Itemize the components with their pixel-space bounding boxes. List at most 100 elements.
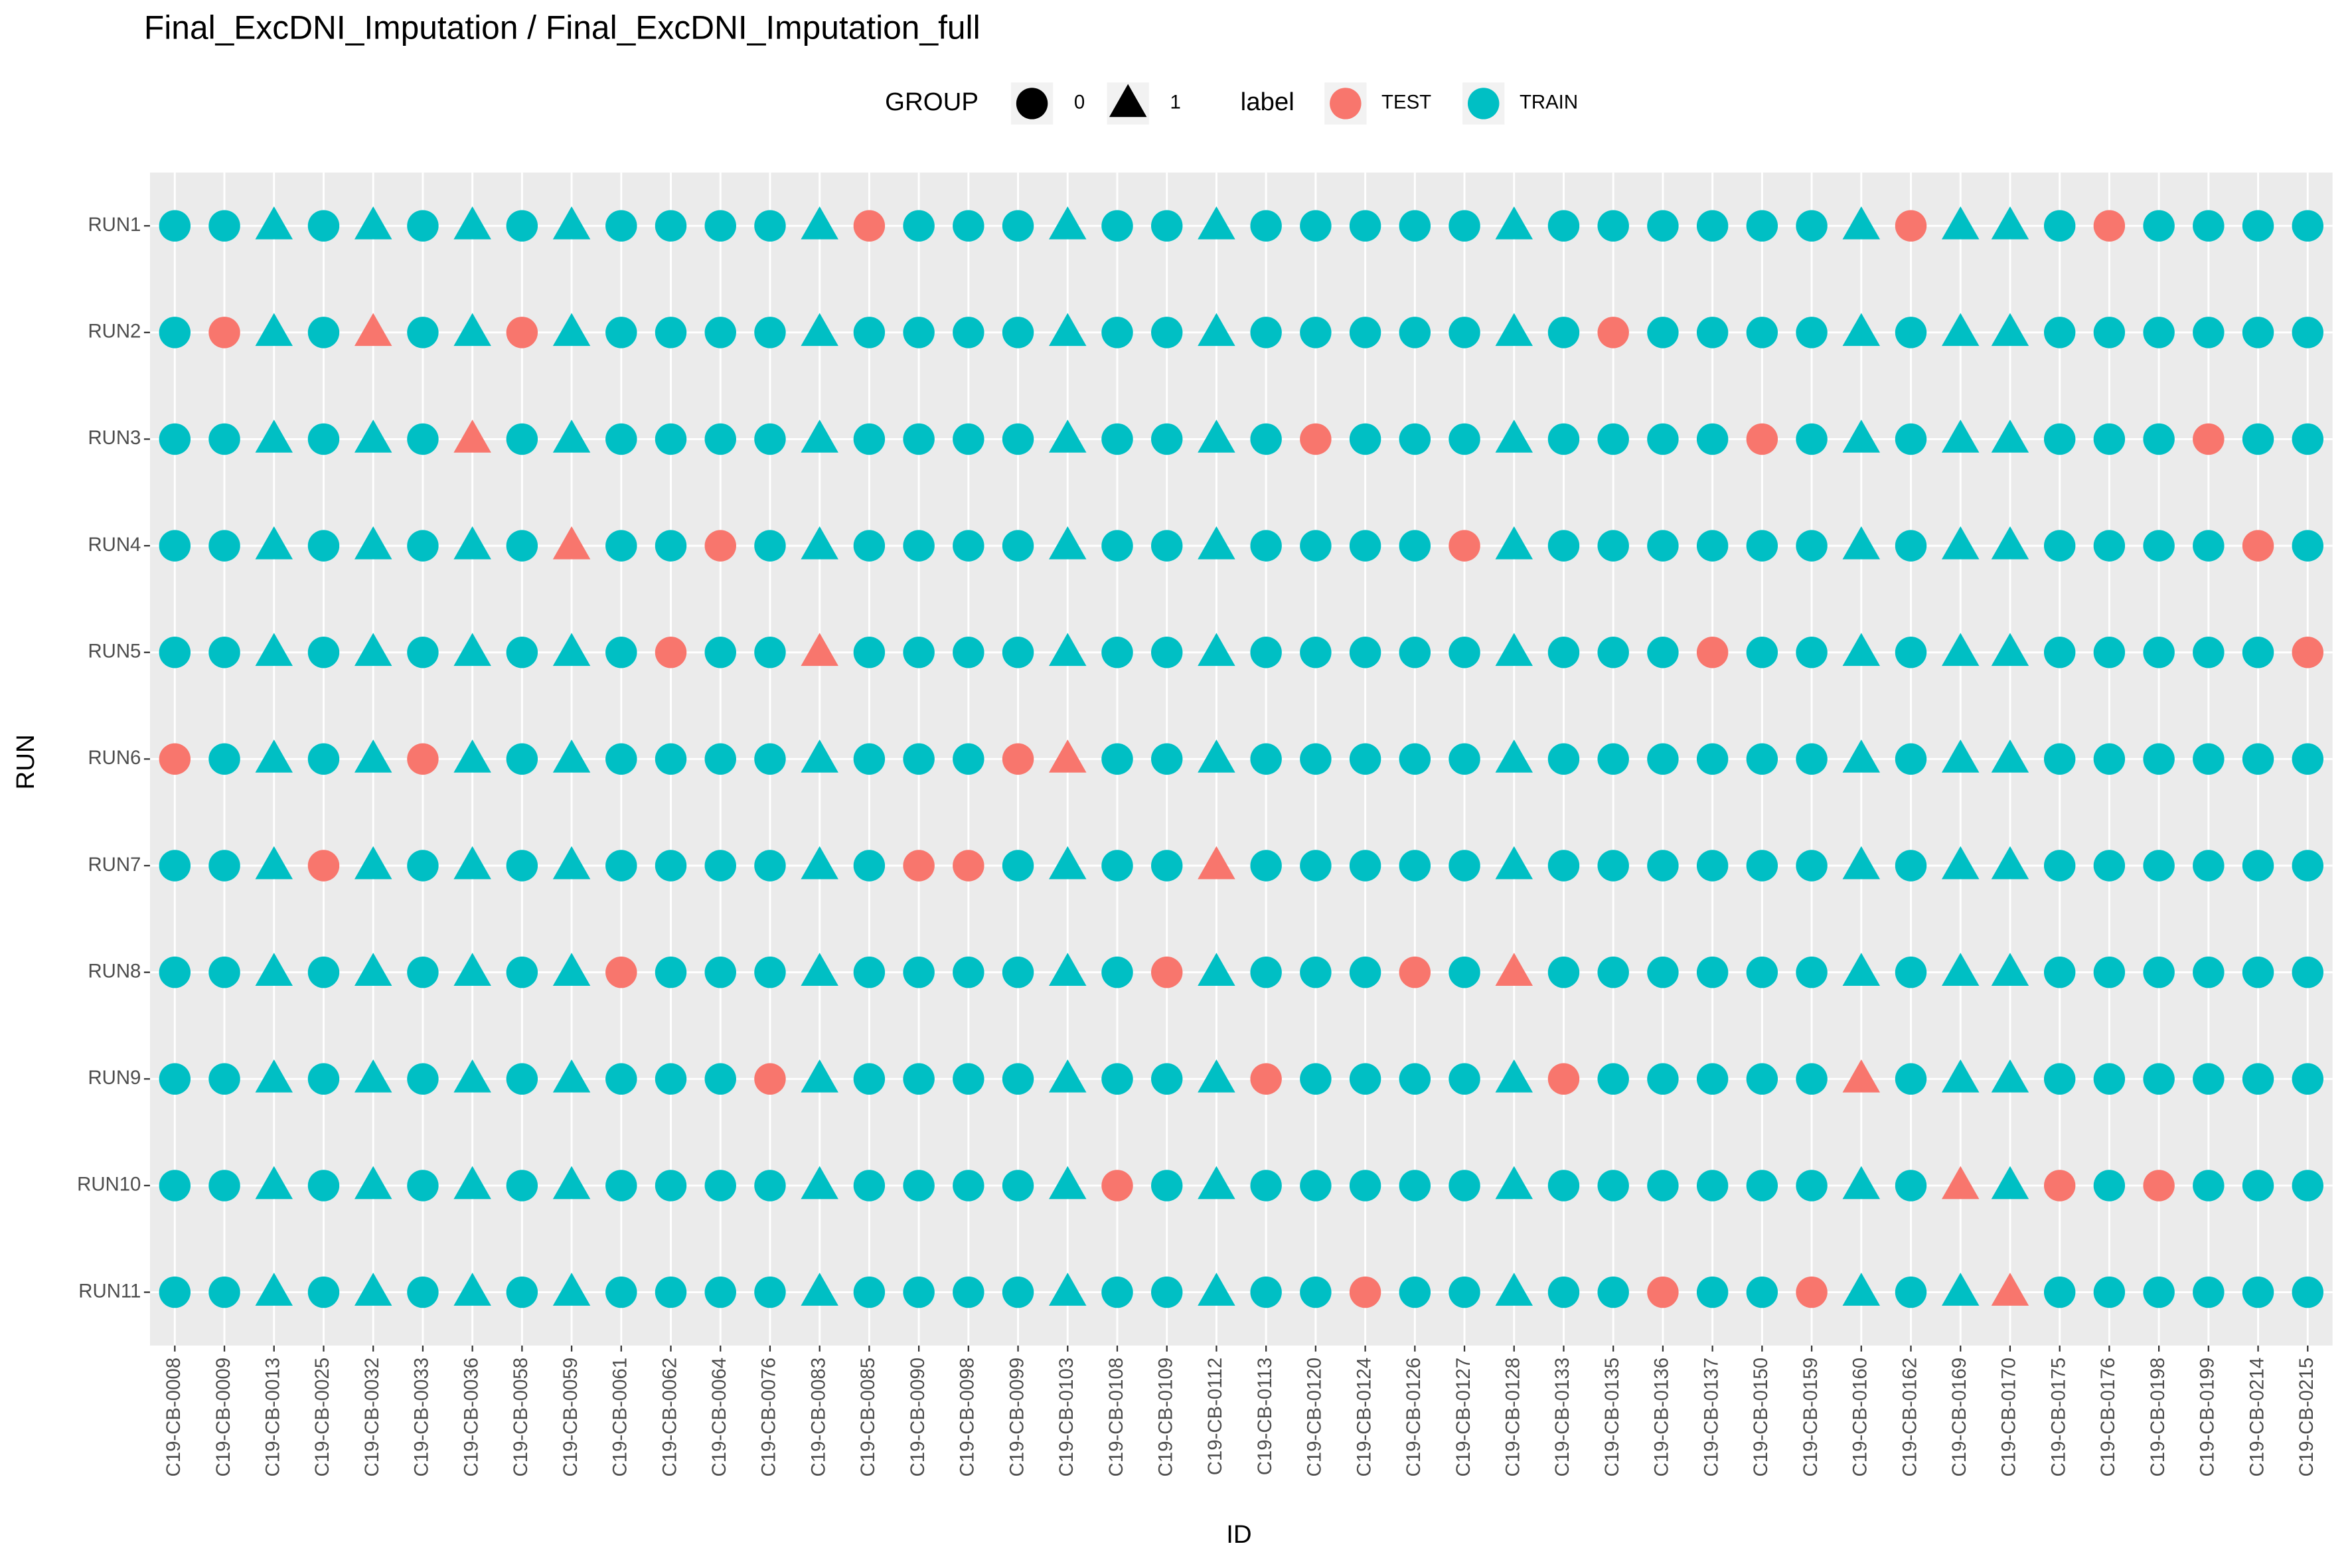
data-point	[1647, 530, 1679, 562]
data-point	[159, 850, 191, 882]
x-tick-label: C19-CB-0033	[411, 1358, 433, 1477]
data-point	[1746, 530, 1778, 562]
x-tick-label: C19-CB-0127	[1452, 1358, 1474, 1477]
data-point	[1449, 1276, 1480, 1308]
data-point	[853, 956, 886, 988]
data-point	[1002, 210, 1034, 242]
data-point	[2242, 1063, 2274, 1095]
data-point	[2193, 530, 2225, 562]
data-point	[407, 956, 439, 988]
data-point	[1495, 1059, 1533, 1093]
data-point	[1647, 956, 1679, 988]
data-point	[1101, 850, 1133, 882]
data-point	[853, 530, 886, 562]
legend-symbol	[1109, 84, 1147, 118]
data-point	[1150, 1063, 1183, 1095]
data-point	[1746, 850, 1778, 882]
data-point	[704, 1276, 736, 1308]
data-point	[1449, 1170, 1480, 1202]
data-point	[953, 1063, 984, 1095]
data-point	[208, 530, 240, 562]
data-point	[2193, 850, 2225, 882]
x-tick-label: C19-CB-0160	[1849, 1358, 1871, 1477]
data-point	[704, 423, 736, 455]
legend-label: 0	[1074, 92, 1085, 114]
data-point	[159, 956, 191, 988]
data-point	[1696, 530, 1729, 562]
data-point	[1547, 637, 1580, 668]
data-point	[255, 526, 293, 560]
data-point	[1547, 530, 1580, 562]
data-point	[655, 423, 687, 455]
data-point	[1399, 1276, 1431, 1308]
data-point	[2043, 637, 2076, 668]
data-point	[2193, 210, 2225, 242]
data-point	[159, 317, 191, 349]
data-point	[754, 743, 786, 775]
data-point	[1101, 423, 1133, 455]
data-point	[552, 633, 591, 666]
data-point	[1449, 317, 1480, 349]
data-point	[754, 423, 786, 455]
data-point	[1495, 206, 1533, 240]
data-point	[655, 1276, 687, 1308]
data-point	[801, 846, 838, 880]
data-point	[1696, 210, 1729, 242]
data-point	[1300, 1276, 1332, 1308]
data-point	[1597, 423, 1629, 455]
data-point	[208, 210, 240, 242]
data-point	[1150, 743, 1183, 775]
data-point	[1049, 420, 1087, 453]
data-point	[1349, 1276, 1381, 1308]
data-point	[903, 210, 935, 242]
data-point	[407, 743, 439, 775]
data-point	[2242, 210, 2274, 242]
data-point	[1250, 317, 1282, 349]
data-point	[1150, 850, 1183, 882]
data-point	[754, 1170, 786, 1202]
data-point	[953, 210, 984, 242]
data-point	[453, 846, 491, 880]
data-point	[1842, 953, 1881, 986]
data-point	[655, 637, 687, 668]
data-point	[506, 743, 538, 775]
data-point	[2143, 1170, 2175, 1202]
data-point	[1150, 423, 1183, 455]
data-point	[2242, 317, 2274, 349]
data-point	[754, 1276, 786, 1308]
data-point	[1547, 1063, 1580, 1095]
data-point	[1941, 633, 1980, 666]
data-point	[159, 637, 191, 668]
data-point	[307, 956, 340, 988]
data-point	[1696, 423, 1729, 455]
data-point	[1941, 526, 1980, 560]
data-point	[506, 1276, 538, 1308]
data-point	[1796, 1170, 1828, 1202]
data-point	[1842, 846, 1881, 880]
data-point	[1399, 743, 1431, 775]
data-point	[208, 850, 240, 882]
data-point	[1796, 1276, 1828, 1308]
data-point	[1746, 1170, 1778, 1202]
data-point	[159, 210, 191, 242]
x-tick-label: C19-CB-0176	[2097, 1358, 2119, 1477]
x-tick-label: C19-CB-0112	[1204, 1358, 1226, 1475]
data-point	[2143, 956, 2175, 988]
data-point	[1399, 637, 1431, 668]
x-tick-label: C19-CB-0099	[1006, 1358, 1028, 1477]
data-point	[1597, 743, 1629, 775]
data-point	[1746, 1276, 1778, 1308]
data-point	[1150, 210, 1183, 242]
data-point	[754, 317, 786, 349]
data-point	[1449, 637, 1480, 668]
x-tick-label: C19-CB-0083	[807, 1358, 829, 1477]
data-point	[754, 530, 786, 562]
data-point	[605, 1276, 637, 1308]
data-point	[704, 210, 736, 242]
data-point	[801, 1273, 838, 1306]
data-point	[1300, 637, 1332, 668]
data-point	[1399, 530, 1431, 562]
data-point	[1597, 210, 1629, 242]
data-point	[2093, 423, 2126, 455]
data-point	[2043, 1063, 2076, 1095]
